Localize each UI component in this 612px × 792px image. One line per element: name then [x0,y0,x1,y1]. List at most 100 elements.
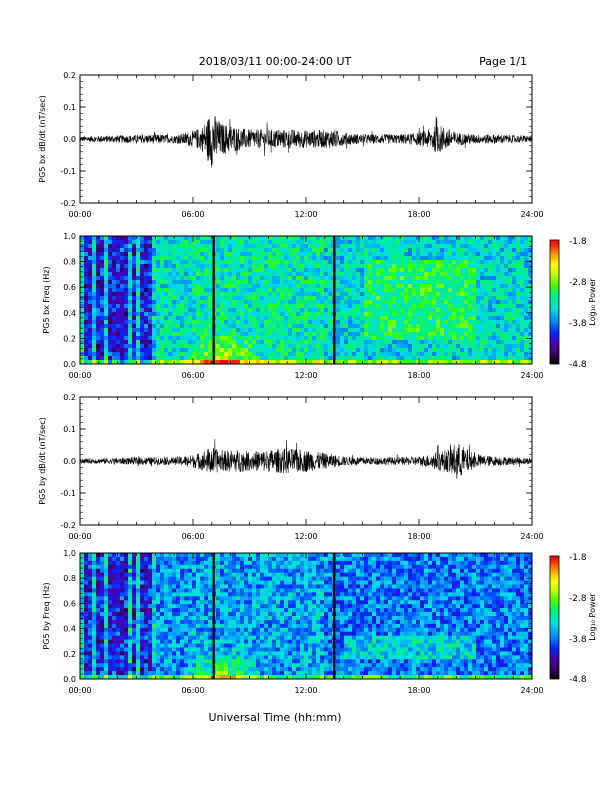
spectrogram-cell [412,332,417,337]
spectrogram-cell [96,264,101,269]
spectrogram-cell [172,655,177,660]
spectrogram-cell [148,564,153,570]
spectrogram-cell [136,580,141,585]
x-tick-label: 24:00 [520,371,543,380]
spectrogram-cell [484,244,489,249]
spectrogram-cell [520,268,525,273]
spectrogram-cell [292,260,297,265]
spectrogram-cell [144,553,149,558]
spectrogram-cell [136,256,141,261]
spectrogram-cell [84,268,89,273]
spectrogram-cell [136,296,141,301]
spectrogram-cell [264,280,269,285]
spectrogram-cell [448,360,453,365]
spectrogram-cell [164,356,169,361]
spectrogram-cell [104,252,109,257]
spectrogram-cell [356,280,361,285]
spectrogram-cell [488,256,493,261]
spectrogram-cell [360,240,365,245]
spectrogram-cell [140,240,145,245]
spectrogram-column [120,236,125,365]
spectrogram-cell [384,260,389,265]
spectrogram-cell [124,572,129,577]
spectrogram-cell [256,348,261,353]
spectrogram-cell [132,360,137,365]
spectrogram-cell [144,604,149,609]
spectrogram-cell [524,304,529,309]
spectrogram-cell [192,348,197,353]
spectrogram-cell [460,356,465,361]
spectrogram-cell [88,308,93,313]
spectrogram-cell [316,352,321,357]
spectrogram-cell [216,332,221,337]
spectrogram-cell [368,356,373,361]
spectrogram-cell [80,252,85,257]
spectrogram-cell [168,268,173,273]
spectrogram-cell [308,304,313,309]
spectrogram-column [364,236,369,365]
spectrogram-cell [288,280,293,285]
spectrogram-cell [292,240,297,245]
spectrogram-cell [164,619,169,625]
spectrogram-cell [168,576,173,581]
spectrogram-cell [416,292,421,297]
spectrogram-cell [312,276,317,281]
spectrogram-cell [84,553,89,558]
spectrogram-cell [340,284,345,289]
spectrogram-cell [348,280,353,285]
spectrogram-cell [236,236,241,241]
spectrogram-cell [92,332,97,337]
spectrogram-cell [288,328,293,333]
spectrogram-cell [156,344,161,349]
spectrogram-cell [500,248,505,253]
spectrogram-cell [136,308,141,313]
spectrogram-cell [500,280,505,285]
spectrogram-cell [176,619,181,625]
spectrogram-cell [468,340,473,345]
spectrogram-cell [364,260,369,265]
spectrogram-cell [172,568,177,573]
spectrogram-cell [308,360,313,365]
spectrogram-cell [156,667,161,672]
spectrogram-cell [116,675,121,680]
spectrogram-cell [244,252,249,257]
spectrogram-column [176,553,181,680]
spectrogram-cell [184,604,189,609]
spectrogram-cell [140,360,145,365]
spectrogram-cell [92,647,97,652]
spectrogram-cell [112,344,117,349]
spectrogram-cell [208,348,213,353]
spectrogram-cell [144,612,149,617]
spectrogram-cell [136,352,141,357]
spectrogram-cell [372,348,377,353]
spectrogram-cell [112,300,117,305]
spectrogram-cell [380,248,385,253]
spectrogram-cell [160,348,165,353]
spectrogram-cell [360,272,365,277]
spectrogram-cell [484,280,489,285]
spectrogram-cell [92,604,97,609]
spectrogram-cell [148,619,153,625]
spectrogram-cell [172,576,177,581]
spectrogram-cell [208,296,213,301]
spectrogram-cell [284,352,289,357]
spectrogram-cell [84,627,89,633]
spectrogram-cell [376,356,381,361]
spectrogram-cell [340,272,345,277]
spectrogram-cell [112,556,117,562]
spectrogram-cell [132,588,137,593]
spectrogram-cell [108,675,113,680]
spectrogram-cell [160,619,165,625]
spectrogram-cell [152,623,157,629]
spectrogram-cell [504,348,509,353]
spectrogram-cell [164,639,169,644]
spectrogram-cell [112,288,117,293]
spectrogram-cell [116,639,121,644]
spectrogram-cell [512,264,517,269]
spectrogram-cell [96,316,101,321]
spectrogram-cell [168,344,173,349]
spectrogram-cell [152,300,157,305]
spectrogram-cell [348,264,353,269]
spectrogram-cell [476,320,481,325]
spectrogram-cell [244,240,249,245]
